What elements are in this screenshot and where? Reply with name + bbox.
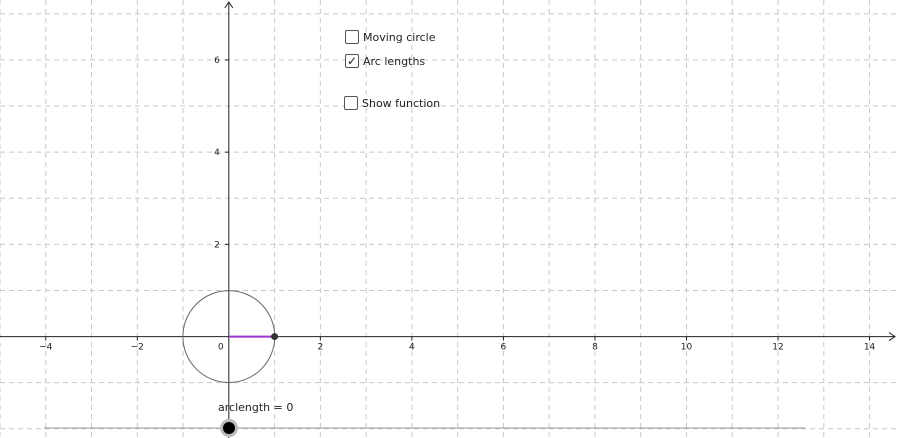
y-tick-label: 6	[214, 56, 220, 66]
x-tick-label: 12	[772, 343, 783, 353]
checkbox-label: Show function	[362, 96, 441, 110]
checkbox-moving-circle[interactable]: Moving circle	[345, 30, 436, 44]
x-axis-arrow	[888, 332, 896, 341]
y-tick-label: 2	[214, 240, 220, 250]
checkbox-label: Arc lengths	[363, 54, 426, 68]
circle-point[interactable]	[271, 333, 279, 341]
x-tick-label: 0	[218, 343, 224, 353]
checkbox-box[interactable]	[344, 96, 358, 110]
x-tick-label: −4	[39, 343, 53, 353]
slider-knob[interactable]	[223, 422, 235, 434]
x-tick-label: 14	[864, 343, 876, 353]
x-tick-label: 10	[681, 343, 693, 353]
slider-label: arclength = 0	[218, 401, 294, 414]
tick-labels: −4 −2 0 2 4 6 8 10 12 14 2 4 6	[39, 56, 875, 353]
x-tick-label: 4	[409, 343, 415, 353]
y-tick-label: 4	[214, 148, 220, 158]
checkbox-label: Moving circle	[363, 30, 436, 44]
y-axis-arrow	[224, 1, 234, 9]
checkbox-arc-lengths[interactable]: ✓ Arc lengths	[345, 54, 425, 68]
checkbox-box[interactable]: ✓	[345, 54, 359, 68]
x-tick-label: −2	[131, 343, 144, 353]
checkbox-show-function[interactable]: Show function	[344, 96, 440, 110]
checkbox-box[interactable]	[345, 30, 359, 44]
x-tick-label: 6	[501, 343, 507, 353]
x-tick-label: 8	[592, 343, 598, 353]
x-tick-label: 2	[317, 343, 323, 353]
